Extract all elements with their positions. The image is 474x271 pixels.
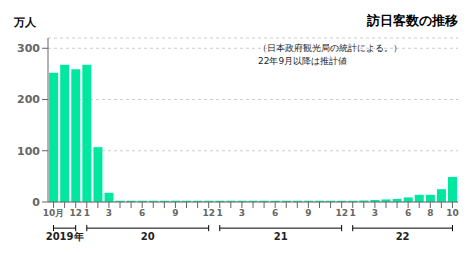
svg-text:1: 1 <box>84 208 90 218</box>
svg-text:100: 100 <box>17 145 40 158</box>
svg-text:21: 21 <box>274 231 288 242</box>
html-text:万人: 万人 <box>14 16 36 29</box>
svg-text:22: 22 <box>396 231 410 242</box>
svg-text:2019年: 2019年 <box>46 231 84 242</box>
svg-text:10: 10 <box>446 208 459 218</box>
svg-text:1: 1 <box>350 208 356 218</box>
svg-text:0: 0 <box>32 196 40 209</box>
svg-text:9: 9 <box>172 208 178 218</box>
svg-text:300: 300 <box>17 42 40 55</box>
svg-text:6: 6 <box>272 208 278 218</box>
svg-text:20: 20 <box>141 231 155 242</box>
svg-text:3: 3 <box>372 208 378 218</box>
svg-text:10月: 10月 <box>43 208 65 218</box>
svg-text:6: 6 <box>139 208 145 218</box>
html-text:（日本政府観光局の統計による。）: （日本政府観光局の統計による。） <box>258 43 402 53</box>
svg-text:9: 9 <box>305 208 311 218</box>
svg-text:12: 12 <box>335 208 348 218</box>
svg-text:200: 200 <box>17 93 40 106</box>
svg-text:6: 6 <box>405 208 411 218</box>
html-text:22年9月以降は推計値: 22年9月以降は推計値 <box>258 56 348 66</box>
svg-text:8: 8 <box>427 208 433 218</box>
html-text:訪日客数の推移: 訪日客数の推移 <box>367 13 458 28</box>
svg-text:1: 1 <box>217 208 223 218</box>
svg-text:3: 3 <box>239 208 245 218</box>
svg-text:12: 12 <box>202 208 215 218</box>
svg-text:12: 12 <box>69 208 82 218</box>
svg-text:3: 3 <box>106 208 112 218</box>
